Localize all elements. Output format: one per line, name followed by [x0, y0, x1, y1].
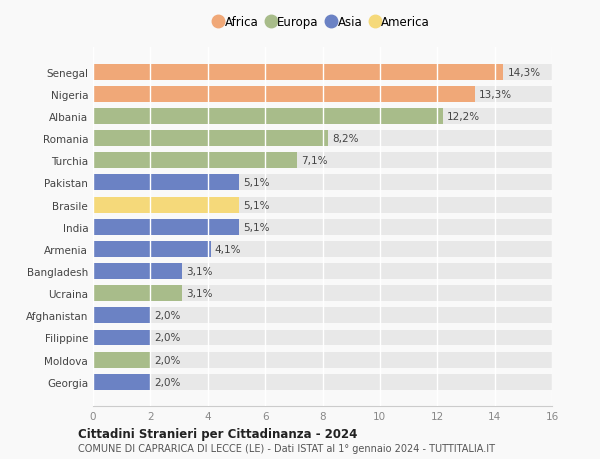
Text: 12,2%: 12,2%: [447, 112, 481, 122]
Bar: [93, 64, 552, 80]
Bar: [93, 153, 296, 169]
Bar: [93, 285, 182, 302]
Bar: [93, 219, 552, 235]
Text: 5,1%: 5,1%: [244, 178, 270, 188]
Bar: [93, 153, 552, 169]
Text: 4,1%: 4,1%: [215, 244, 241, 254]
Bar: [93, 109, 443, 124]
Bar: [93, 241, 211, 257]
Text: 14,3%: 14,3%: [508, 67, 541, 78]
Bar: [93, 352, 552, 368]
Bar: [93, 263, 552, 280]
Text: COMUNE DI CAPRARICA DI LECCE (LE) - Dati ISTAT al 1° gennaio 2024 - TUTTITALIA.I: COMUNE DI CAPRARICA DI LECCE (LE) - Dati…: [78, 443, 495, 453]
Bar: [93, 87, 475, 102]
Bar: [93, 330, 552, 346]
Bar: [93, 219, 239, 235]
Bar: [93, 263, 182, 280]
Bar: [93, 175, 552, 191]
Bar: [93, 374, 552, 390]
Bar: [93, 131, 552, 147]
Text: 5,1%: 5,1%: [244, 200, 270, 210]
Text: 8,2%: 8,2%: [332, 134, 359, 144]
Bar: [93, 175, 239, 191]
Bar: [93, 330, 151, 346]
Bar: [93, 64, 503, 80]
Text: 5,1%: 5,1%: [244, 222, 270, 232]
Bar: [93, 352, 151, 368]
Text: Cittadini Stranieri per Cittadinanza - 2024: Cittadini Stranieri per Cittadinanza - 2…: [78, 427, 358, 440]
Text: 2,0%: 2,0%: [155, 333, 181, 343]
Text: 7,1%: 7,1%: [301, 156, 328, 166]
Text: 2,0%: 2,0%: [155, 377, 181, 387]
Text: 3,1%: 3,1%: [186, 266, 213, 276]
Bar: [93, 131, 328, 147]
Bar: [93, 87, 552, 102]
Bar: [93, 285, 552, 302]
Bar: [93, 197, 552, 213]
Bar: [93, 308, 151, 324]
Text: 3,1%: 3,1%: [186, 289, 213, 298]
Legend: Africa, Europa, Asia, America: Africa, Europa, Asia, America: [211, 11, 434, 34]
Bar: [93, 308, 552, 324]
Text: 2,0%: 2,0%: [155, 311, 181, 321]
Bar: [93, 241, 552, 257]
Text: 13,3%: 13,3%: [479, 90, 512, 100]
Bar: [93, 374, 151, 390]
Bar: [93, 197, 239, 213]
Bar: [93, 109, 552, 124]
Text: 2,0%: 2,0%: [155, 355, 181, 365]
